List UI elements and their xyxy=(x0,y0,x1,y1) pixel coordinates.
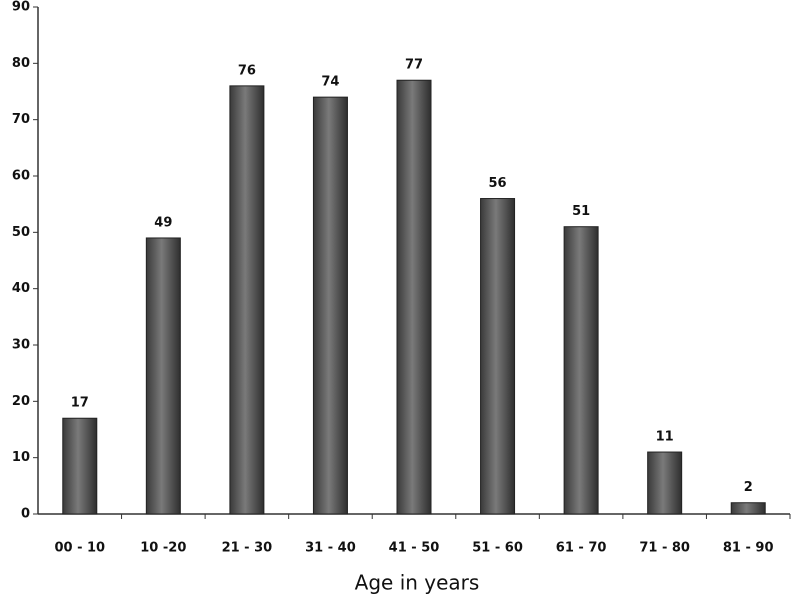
y-tick-label: 90 xyxy=(12,0,30,15)
data-label: 11 xyxy=(656,430,674,445)
data-label: 51 xyxy=(572,204,590,219)
y-tick-label: 20 xyxy=(12,394,30,409)
x-tick-label: 31 - 40 xyxy=(305,541,356,556)
bar xyxy=(62,417,98,515)
y-tick-label: 50 xyxy=(12,225,30,240)
y-tick-label: 80 xyxy=(12,56,30,71)
data-label: 2 xyxy=(744,480,753,495)
y-tick-label: 70 xyxy=(12,112,30,127)
x-tick-label: 00 - 10 xyxy=(54,541,105,556)
bar xyxy=(563,226,599,515)
x-tick-label: 10 -20 xyxy=(140,541,186,556)
x-tick-label: 81 - 90 xyxy=(723,541,774,556)
bar xyxy=(396,79,432,515)
data-label: 49 xyxy=(154,215,172,230)
y-tick-label: 40 xyxy=(12,281,30,296)
y-tick-label: 10 xyxy=(12,450,30,465)
y-tick-label: 30 xyxy=(12,338,30,353)
bar xyxy=(229,85,265,515)
x-tick-label: 71 - 80 xyxy=(639,541,690,556)
bar xyxy=(730,502,766,515)
x-tick-label: 61 - 70 xyxy=(556,541,607,556)
data-label: 77 xyxy=(405,58,423,73)
bar xyxy=(647,451,683,515)
y-tick-label: 60 xyxy=(12,169,30,184)
x-axis-title: Age in years xyxy=(355,571,480,595)
x-tick-label: 41 - 50 xyxy=(389,541,440,556)
bar xyxy=(312,96,348,515)
x-tick-label: 51 - 60 xyxy=(472,541,523,556)
bar xyxy=(480,198,516,515)
data-label: 74 xyxy=(321,75,339,90)
y-tick-label: 0 xyxy=(21,507,30,522)
x-tick-label: 21 - 30 xyxy=(222,541,273,556)
data-label: 56 xyxy=(489,176,507,191)
data-label: 17 xyxy=(71,396,89,411)
bar xyxy=(145,237,181,515)
data-label: 76 xyxy=(238,63,256,78)
